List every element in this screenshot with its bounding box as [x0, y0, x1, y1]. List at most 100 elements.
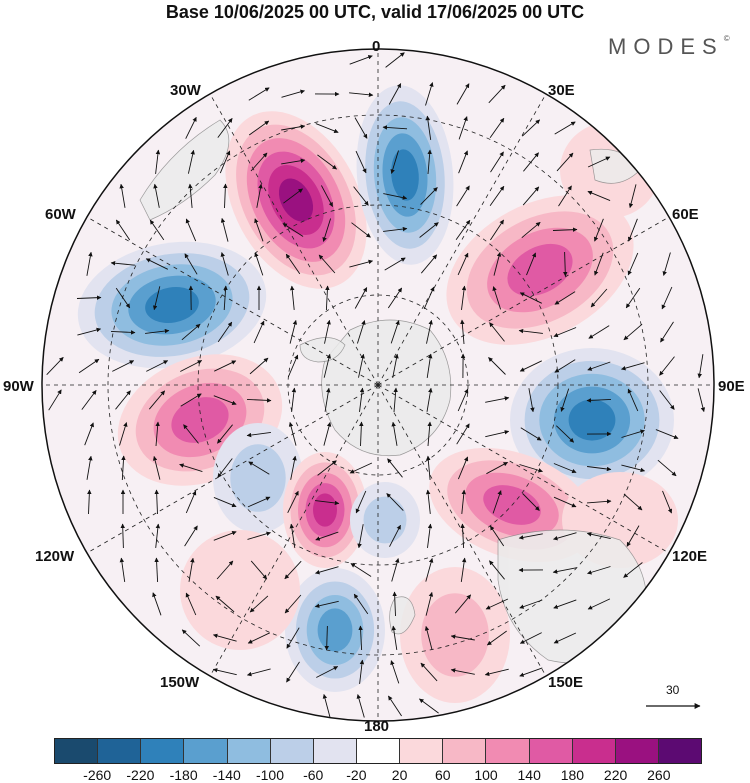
wind-vector	[248, 87, 270, 101]
wind-vector	[427, 523, 433, 548]
wind-vector	[188, 557, 195, 582]
wind-vector	[359, 659, 365, 684]
wind-vector	[248, 461, 270, 475]
wind-vector	[282, 223, 304, 237]
wind-vector	[590, 288, 608, 308]
wind-vector	[587, 190, 611, 202]
wind-vector	[519, 632, 542, 644]
wind-vector	[155, 149, 161, 174]
wind-vector	[425, 591, 434, 616]
wind-vector	[553, 463, 577, 474]
wind-vector	[486, 461, 508, 475]
wind-vector	[391, 625, 398, 650]
wind-vector	[247, 496, 271, 508]
colorbar-tick-label: 140	[517, 767, 541, 783]
land-area	[321, 319, 452, 457]
wind-vector	[390, 320, 400, 344]
colorbar-swatch	[615, 739, 659, 763]
anomaly-contour	[313, 493, 337, 527]
wind-vector	[121, 455, 126, 481]
wind-vector	[254, 252, 264, 276]
wind-vector	[528, 388, 535, 413]
wind-vector	[180, 360, 203, 372]
lon-label-150w: 150W	[160, 674, 200, 691]
colorbar-swatch	[658, 739, 702, 763]
wind-vector	[214, 360, 237, 372]
lon-label-180: 180	[364, 718, 390, 735]
wind-vector	[324, 625, 329, 651]
polar-map	[41, 48, 715, 722]
wind-vector	[519, 667, 543, 677]
colorbar-tick-label: -180	[169, 767, 198, 783]
wind-vector	[248, 120, 270, 136]
wind-vector	[553, 532, 577, 541]
lon-label-30e: 30E	[548, 82, 575, 99]
colorbar-tick-label: 180	[560, 767, 585, 783]
wind-vector	[586, 532, 611, 540]
wind-vector	[426, 455, 431, 480]
wind-vector	[149, 219, 165, 241]
wind-vector	[382, 125, 408, 130]
wind-vector	[283, 188, 303, 204]
lon-label-90e: 90E	[718, 378, 745, 395]
wind-vector	[315, 500, 340, 506]
wind-vector	[181, 629, 201, 647]
colorbar-tick-label: -20	[346, 767, 367, 783]
wind-vector	[154, 557, 159, 583]
wind-vector	[391, 421, 398, 446]
land-area	[389, 596, 416, 635]
wind-vector	[393, 387, 398, 413]
meridian-line	[209, 93, 379, 386]
wind-vector	[315, 531, 339, 541]
anomaly-contour	[421, 593, 489, 677]
wind-vector	[420, 187, 438, 205]
wind-vector	[217, 321, 233, 343]
colorbar-swatch	[270, 739, 314, 763]
wind-vector	[387, 458, 403, 478]
wind-vector	[489, 117, 505, 139]
wind-vector	[457, 252, 469, 276]
meridian-line	[209, 384, 379, 677]
wind-vector	[153, 183, 160, 208]
colorbar-tick-label: 100	[474, 767, 498, 783]
wind-vector	[213, 395, 237, 405]
wind-vector	[357, 524, 364, 549]
lon-label-120w: 120W	[35, 548, 75, 565]
wind-vector	[456, 185, 470, 207]
colorbar-swatch	[529, 739, 573, 763]
wind-vector	[455, 219, 471, 241]
wind-vector	[281, 124, 306, 131]
wind-vector	[315, 566, 339, 575]
colorbar-swatch	[227, 739, 271, 763]
colorbar-tick-label: 60	[435, 767, 451, 783]
wind-vector	[84, 422, 94, 446]
wind-vector	[484, 668, 509, 677]
wind-vector	[420, 254, 438, 274]
wind-vector	[289, 285, 295, 310]
wind-vector	[518, 328, 543, 334]
wind-vector	[185, 490, 197, 514]
colorbar-swatch	[443, 739, 487, 763]
wind-vector	[115, 219, 131, 241]
colorbar-tick-label: -60	[303, 767, 324, 783]
wind-vector	[554, 291, 576, 305]
wind-vector	[490, 151, 504, 173]
wind-vector	[621, 362, 645, 371]
wind-vector	[659, 356, 675, 376]
wind-vector	[185, 116, 197, 139]
wind-vector	[184, 253, 198, 275]
wind-vector	[317, 154, 337, 170]
wind-vector	[78, 358, 100, 374]
wind-vector	[354, 287, 368, 309]
wind-vector	[187, 149, 195, 174]
wind-vector	[324, 319, 331, 344]
colorbar-swatch	[55, 739, 99, 763]
lon-label-150e: 150E	[548, 674, 584, 691]
wind-vector	[390, 660, 400, 684]
wind-vector	[359, 421, 364, 447]
wind-vector	[655, 429, 679, 439]
wind-vector	[384, 257, 406, 271]
wind-vector	[492, 286, 502, 310]
colorbar-swatch	[400, 739, 444, 763]
wind-vector	[521, 119, 541, 137]
